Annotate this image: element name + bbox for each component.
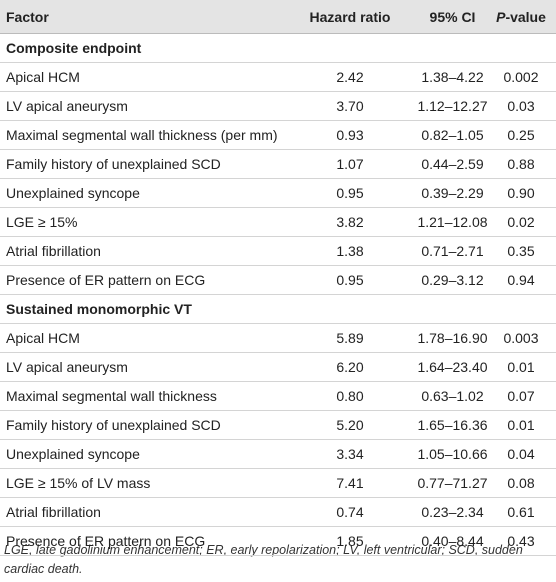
cell: Family history of unexplained SCD bbox=[6, 156, 221, 172]
cell: 1.85 bbox=[336, 533, 364, 549]
cell: 0.01 bbox=[507, 359, 535, 375]
cell: 0.01 bbox=[507, 417, 535, 433]
data-row: Unexplained syncope 3.34 1.05–10.66 0.04 bbox=[0, 440, 556, 469]
cell: 1.38–4.22 bbox=[421, 69, 484, 85]
cell: 1.78–16.90 bbox=[417, 330, 488, 346]
data-row: LGE ≥ 15% of LV mass 7.41 0.77–71.27 0.08 bbox=[0, 469, 556, 498]
cell: 6.20 bbox=[336, 359, 364, 375]
cell: 5.20 bbox=[336, 417, 364, 433]
data-row: Unexplained syncope 0.95 0.39–2.29 0.90 bbox=[0, 179, 556, 208]
cell: 0.29–3.12 bbox=[421, 272, 484, 288]
cell: LV apical aneurysm bbox=[6, 359, 128, 375]
cell: 0.77–71.27 bbox=[417, 475, 488, 491]
cell: 0.80 bbox=[336, 388, 364, 404]
cell: Maximal segmental wall thickness (per mm… bbox=[6, 127, 278, 143]
header-italic: P bbox=[496, 9, 506, 25]
data-row: Presence of ER pattern on ECG 0.95 0.29–3.… bbox=[0, 266, 556, 295]
header-cell: P-value bbox=[490, 0, 552, 34]
cell: Presence of ER pattern on ECG bbox=[6, 272, 206, 288]
footnote: LGE, late gadolinium enhancement; ER, ea… bbox=[4, 543, 523, 576]
section-row: Sustained monomorphic VT bbox=[0, 295, 556, 324]
cell: 0.07 bbox=[507, 388, 535, 404]
cell: 2.42 bbox=[336, 69, 364, 85]
data-row: Maximal segmental wall thickness (per mm… bbox=[0, 121, 556, 150]
cell: 1.05–10.66 bbox=[417, 446, 488, 462]
cell: 3.82 bbox=[336, 214, 364, 230]
data-row: Maximal segmental wall thickness 0.80 0.63… bbox=[0, 382, 556, 411]
cell: Atrial fibrillation bbox=[6, 504, 101, 520]
cell: 0.40–8.44 bbox=[421, 533, 484, 549]
cell: 0.44–2.59 bbox=[421, 156, 484, 172]
data-row: Atrial fibrillation 0.74 0.23–2.34 0.61 bbox=[0, 498, 556, 527]
cell: 1.65–16.36 bbox=[417, 417, 488, 433]
cell: 3.70 bbox=[336, 98, 364, 114]
cell: 0.61 bbox=[507, 504, 535, 520]
cell: 0.25 bbox=[507, 127, 535, 143]
cell: Apical HCM bbox=[6, 330, 80, 346]
cell: 1.21–12.08 bbox=[417, 214, 488, 230]
cell: 0.82–1.05 bbox=[421, 127, 484, 143]
cell: 0.95 bbox=[336, 272, 364, 288]
cell: 1.12–12.27 bbox=[417, 98, 488, 114]
cell: Presence of ER pattern on ECG bbox=[6, 533, 206, 549]
cell: 0.93 bbox=[336, 127, 364, 143]
data-row: Family history of unexplained SCD 1.07 0.4… bbox=[0, 150, 556, 179]
cell: Family history of unexplained SCD bbox=[6, 417, 221, 433]
cell: LGE ≥ 15% bbox=[6, 214, 78, 230]
data-row: Apical HCM 5.89 1.78–16.90 0.003 bbox=[0, 324, 556, 353]
header-cell: Factor bbox=[6, 9, 49, 25]
cell: Maximal segmental wall thickness bbox=[6, 388, 217, 404]
data-row: LV apical aneurysm 3.70 1.12–12.27 0.03 bbox=[0, 92, 556, 121]
data-row: Presence of ER pattern on ECG 1.85 0.40–8.… bbox=[0, 527, 556, 556]
cell: 0.95 bbox=[336, 185, 364, 201]
cell: 0.04 bbox=[507, 446, 535, 462]
data-row: Family history of unexplained SCD 5.20 1.6… bbox=[0, 411, 556, 440]
cell: Unexplained syncope bbox=[6, 446, 140, 462]
cell: Atrial fibrillation bbox=[6, 243, 101, 259]
header-row: Factor Hazard ratio 95% CI P-value bbox=[0, 0, 556, 34]
section-row: Composite endpoint bbox=[0, 34, 556, 63]
cell: 0.74 bbox=[336, 504, 364, 520]
cell: 0.35 bbox=[507, 243, 535, 259]
section-title: Sustained monomorphic VT bbox=[6, 301, 192, 317]
cell: 7.41 bbox=[336, 475, 364, 491]
cell: LV apical aneurysm bbox=[6, 98, 128, 114]
header-cell: 95% CI bbox=[429, 9, 476, 25]
cell: 1.07 bbox=[336, 156, 364, 172]
cell: 0.63–1.02 bbox=[421, 388, 484, 404]
cell: 0.88 bbox=[507, 156, 535, 172]
cell: 1.64–23.40 bbox=[417, 359, 488, 375]
cell: 0.03 bbox=[507, 98, 535, 114]
cell: 5.89 bbox=[336, 330, 364, 346]
cell: 0.71–2.71 bbox=[421, 243, 484, 259]
cell: 0.94 bbox=[507, 272, 535, 288]
header-cell: Hazard ratio bbox=[309, 9, 391, 25]
cell: 0.08 bbox=[507, 475, 535, 491]
cell: Unexplained syncope bbox=[6, 185, 140, 201]
section-title: Composite endpoint bbox=[6, 40, 142, 56]
header-text: -value bbox=[505, 9, 546, 25]
cell: 0.90 bbox=[507, 185, 535, 201]
cell: 0.003 bbox=[503, 330, 539, 346]
cell: 0.39–2.29 bbox=[421, 185, 484, 201]
cell: 0.002 bbox=[503, 69, 539, 85]
data-row: Atrial fibrillation 1.38 0.71–2.71 0.35 bbox=[0, 237, 556, 266]
cell: 3.34 bbox=[336, 446, 364, 462]
cell: 0.43 bbox=[507, 533, 535, 549]
cell: LGE ≥ 15% of LV mass bbox=[6, 475, 151, 491]
cell: 1.38 bbox=[336, 243, 364, 259]
data-row: LGE ≥ 15% 3.82 1.21–12.08 0.02 bbox=[0, 208, 556, 237]
data-row: Apical HCM 2.42 1.38–4.22 0.002 bbox=[0, 63, 556, 92]
cell: 0.02 bbox=[507, 214, 535, 230]
cell: Apical HCM bbox=[6, 69, 80, 85]
cell: 0.23–2.34 bbox=[421, 504, 484, 520]
data-row: LV apical aneurysm 6.20 1.64–23.40 0.01 bbox=[0, 353, 556, 382]
